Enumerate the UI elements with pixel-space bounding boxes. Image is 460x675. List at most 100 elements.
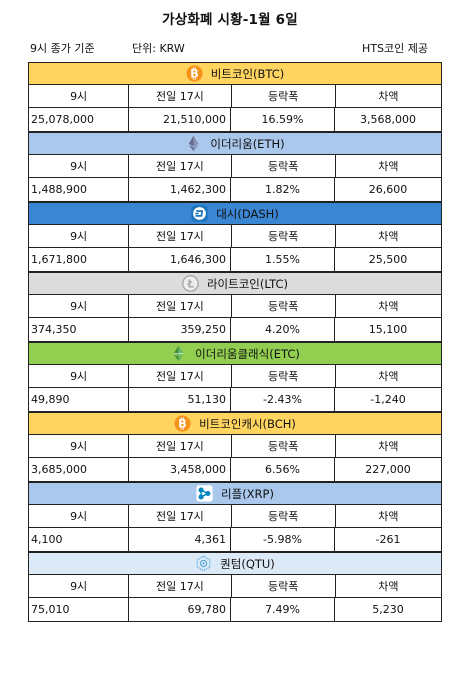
coin-header: 대시(DASH) [29, 202, 441, 225]
change-rate: -2.43% [231, 388, 335, 411]
coin-header: B 비트코인캐시(BCH) [29, 412, 441, 435]
column-header-row: 9시 전일 17시 등락폭 차액 [29, 505, 441, 528]
col-header-prev-17: 전일 17시 [129, 295, 232, 317]
col-header-prev-17: 전일 17시 [129, 435, 232, 457]
table-row: 3,685,000 3,458,000 6.56% 227,000 [29, 458, 441, 482]
col-header-diff: 차액 [378, 160, 399, 173]
page-title: 가상화폐 시황-1월 6일 [162, 12, 298, 28]
table-row: 25,078,000 21,510,000 16.59% 3,568,000 [29, 108, 441, 132]
coin-name: 이더리움클래식(ETC) [195, 346, 300, 361]
prev-close-price: 1,462,300 [129, 178, 231, 201]
col-header-change-rate: 등락폭 [232, 575, 336, 597]
change-rate: -5.98% [231, 528, 335, 551]
coin-name: 퀀텀(QTU) [220, 556, 275, 571]
table-row: 75,010 69,780 7.49% 5,230 [29, 598, 441, 622]
svg-text:B: B [190, 67, 198, 80]
table-row: 1,671,800 1,646,300 1.55% 25,500 [29, 248, 441, 272]
coin-header: 이더리움(ETH) [29, 132, 441, 155]
prev-close-price: 21,510,000 [129, 108, 231, 131]
current-price: 75,010 [29, 598, 129, 621]
change-rate: 6.56% [231, 458, 335, 481]
change-rate: 16.59% [231, 108, 335, 131]
col-header-9am: 9시 [29, 365, 130, 387]
table-row: 4,100 4,361 -5.98% -261 [29, 528, 441, 552]
ethereum-classic-icon [170, 345, 187, 362]
change-rate: 1.82% [231, 178, 335, 201]
price-difference: 5,230 [372, 603, 404, 616]
currency-unit-label: 단위: KRW [132, 42, 185, 55]
col-header-9am: 9시 [29, 505, 130, 527]
svg-text:Ł: Ł [186, 279, 194, 290]
col-header-change-rate: 등락폭 [232, 85, 336, 107]
col-header-change-rate: 등락폭 [232, 155, 336, 177]
price-difference: 26,600 [368, 183, 408, 196]
qtum-icon [195, 555, 212, 572]
coin-block: 리플(XRP) 9시 전일 17시 등락폭 차액 4,100 4,361 -5.98% -261 [29, 482, 441, 552]
col-header-diff: 차액 [378, 440, 399, 453]
coin-name: 라이트코인(LTC) [206, 276, 289, 291]
coin-header: 퀀텀(QTU) [29, 552, 441, 575]
col-header-9am: 9시 [29, 225, 130, 247]
coin-block: B 비트코인(BTC) 9시 전일 17시 등락폭 차액 25,078,000 21,510,… [29, 62, 441, 132]
col-header-diff: 차액 [378, 300, 399, 313]
current-price: 374,350 [29, 318, 129, 341]
price-difference: -261 [375, 533, 401, 546]
column-header-row: 9시 전일 17시 등락폭 차액 [29, 295, 441, 318]
col-header-change-rate: 등락폭 [232, 295, 336, 317]
col-header-prev-17: 전일 17시 [129, 85, 232, 107]
coin-block: 퀀텀(QTU) 9시 전일 17시 등락폭 차액 75,010 69,780 7.49% 5,2… [29, 552, 441, 622]
prev-close-price: 1,646,300 [129, 248, 231, 271]
coin-name: 비트코인캐시(BCH) [199, 416, 296, 431]
col-header-change-rate: 등락폭 [232, 365, 336, 387]
current-price: 49,890 [29, 388, 129, 411]
price-difference: 3,568,000 [360, 113, 416, 126]
change-rate: 4.20% [231, 318, 335, 341]
coin-name: 리플(XRP) [221, 486, 274, 501]
col-header-9am: 9시 [29, 295, 130, 317]
dash-icon [191, 205, 208, 222]
col-header-9am: 9시 [29, 85, 130, 107]
prev-close-price: 359,250 [129, 318, 231, 341]
prev-close-price: 3,458,000 [129, 458, 231, 481]
col-header-diff: 차액 [378, 230, 399, 243]
provider-label: HTS코인 제공 [362, 42, 428, 55]
prev-close-price: 4,361 [129, 528, 231, 551]
col-header-diff: 차액 [378, 90, 399, 103]
col-header-diff: 차액 [378, 580, 399, 593]
col-header-9am: 9시 [29, 155, 130, 177]
ripple-icon [196, 485, 213, 502]
coin-header: 이더리움클래식(ETC) [29, 342, 441, 365]
coin-block: Ł 라이트코인(LTC) 9시 전일 17시 등락폭 차액 374,350 359,250 4.… [29, 272, 441, 342]
col-header-prev-17: 전일 17시 [129, 365, 232, 387]
col-header-change-rate: 등락폭 [232, 505, 336, 527]
column-header-row: 9시 전일 17시 등락폭 차액 [29, 575, 441, 598]
coin-header: 리플(XRP) [29, 482, 441, 505]
col-header-9am: 9시 [29, 575, 130, 597]
time-basis-label: 9시 종가 기준 [30, 42, 95, 55]
coin-name: 비트코인(BTC) [210, 66, 285, 81]
table-row: 49,890 51,130 -2.43% -1,240 [29, 388, 441, 412]
col-header-change-rate: 등락폭 [232, 435, 336, 457]
litecoin-icon: Ł [182, 275, 199, 292]
current-price: 4,100 [29, 528, 129, 551]
column-header-row: 9시 전일 17시 등락폭 차액 [29, 155, 441, 178]
current-price: 1,488,900 [29, 178, 129, 201]
column-header-row: 9시 전일 17시 등락폭 차액 [29, 225, 441, 248]
column-header-row: 9시 전일 17시 등락폭 차액 [29, 365, 441, 388]
prev-close-price: 51,130 [129, 388, 231, 411]
price-table: B 비트코인(BTC) 9시 전일 17시 등락폭 차액 25,078,000 21,510,… [28, 62, 442, 622]
svg-text:B: B [178, 417, 186, 430]
price-difference: 227,000 [365, 463, 411, 476]
col-header-change-rate: 등락폭 [232, 225, 336, 247]
coin-name: 이더리움(ETH) [210, 136, 285, 151]
col-header-prev-17: 전일 17시 [129, 575, 232, 597]
table-row: 374,350 359,250 4.20% 15,100 [29, 318, 441, 342]
column-header-row: 9시 전일 17시 등락폭 차액 [29, 435, 441, 458]
price-difference: 15,100 [368, 323, 408, 336]
column-header-row: 9시 전일 17시 등락폭 차액 [29, 85, 441, 108]
coin-header: B 비트코인(BTC) [29, 62, 441, 85]
price-difference: -1,240 [370, 393, 406, 406]
current-price: 3,685,000 [29, 458, 129, 481]
coin-block: 이더리움클래식(ETC) 9시 전일 17시 등락폭 차액 49,890 51,130 -2.… [29, 342, 441, 412]
change-rate: 1.55% [231, 248, 335, 271]
